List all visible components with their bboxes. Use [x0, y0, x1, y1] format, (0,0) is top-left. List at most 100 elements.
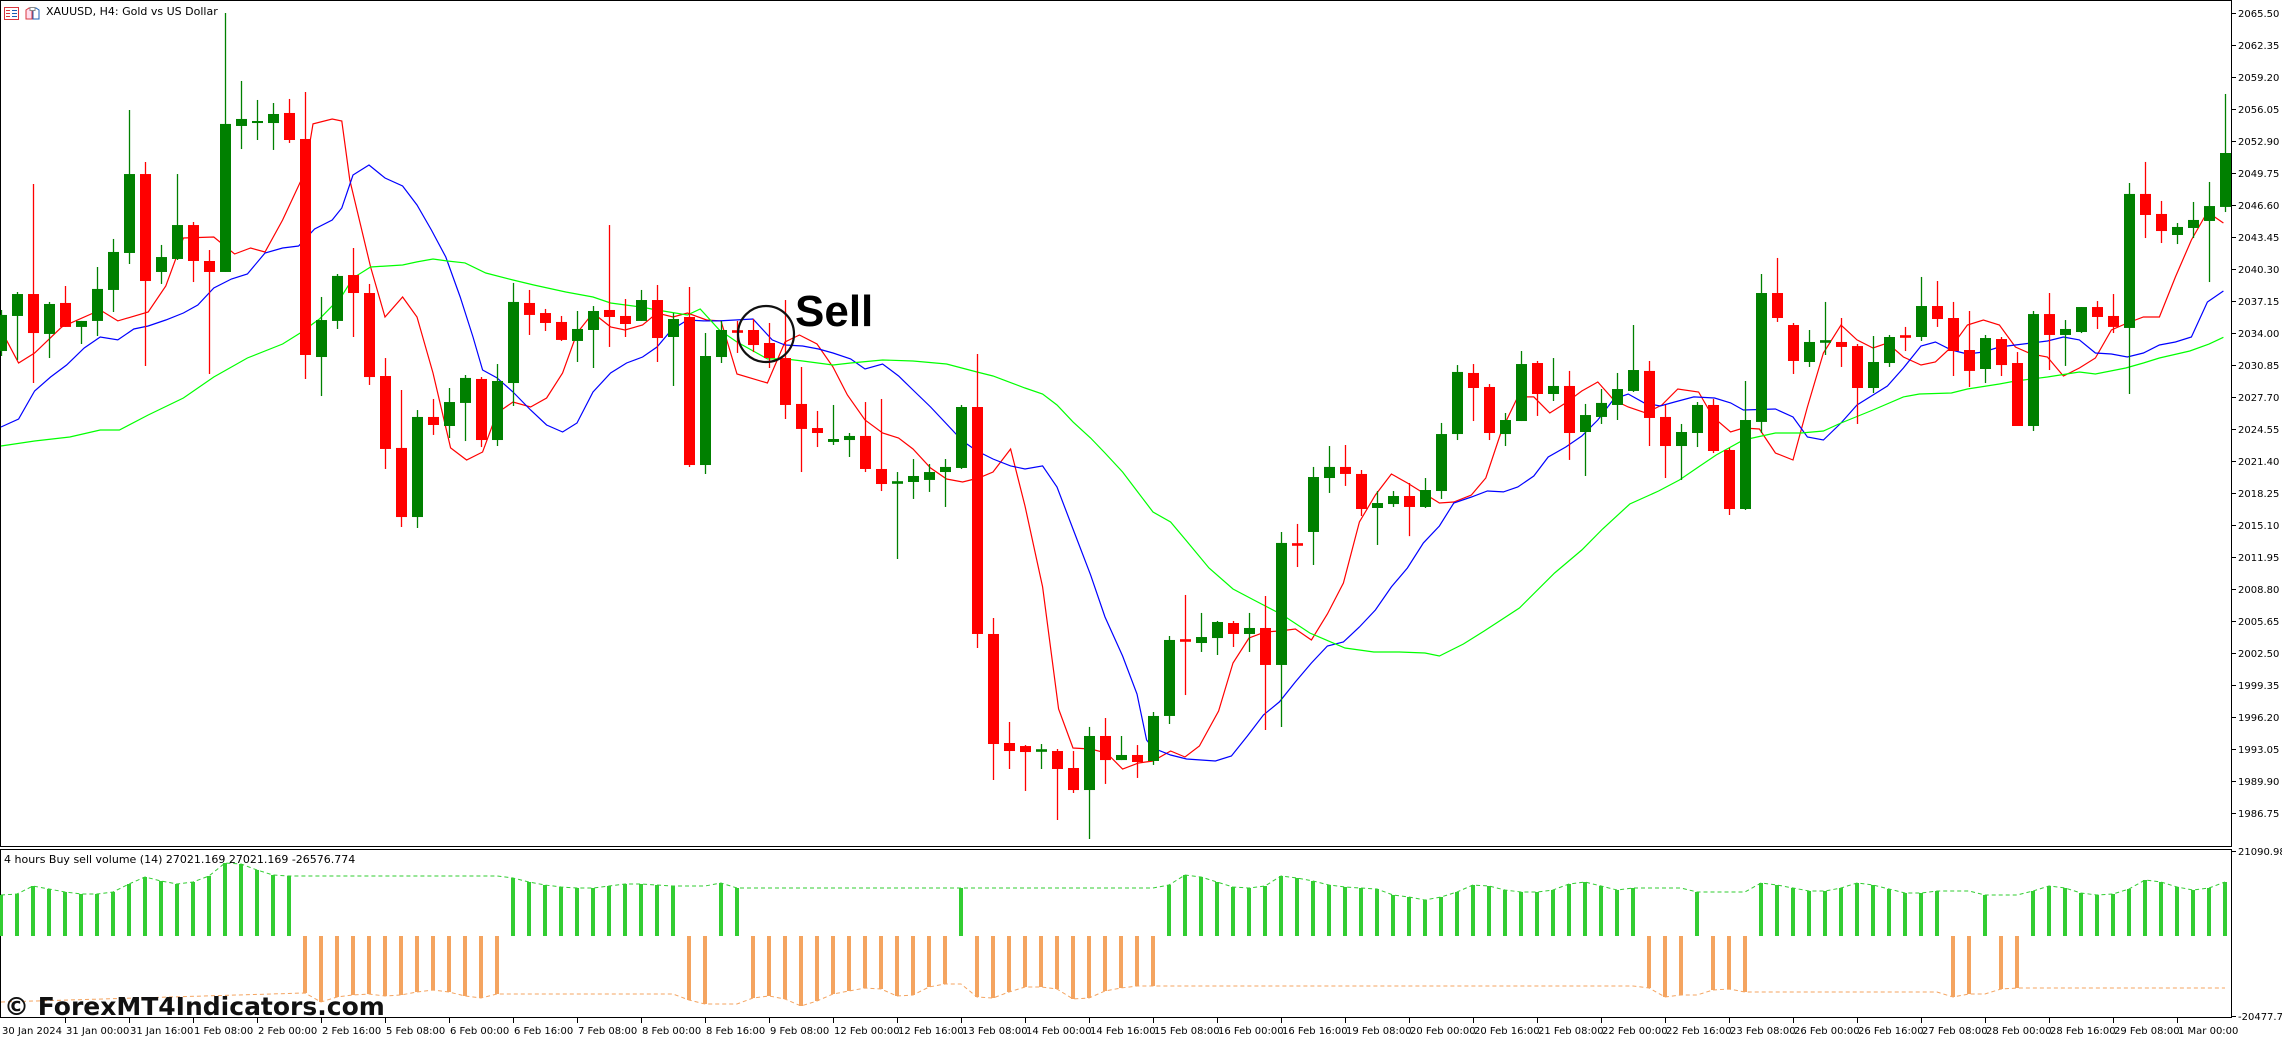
sell-volume-bar — [975, 936, 979, 997]
candle-body — [316, 320, 327, 358]
sell-volume-bar — [879, 936, 883, 989]
price-tick-label: 2056.05 — [2238, 105, 2279, 116]
candle-body — [1804, 341, 1815, 362]
price-tick-label: 2040.30 — [2238, 265, 2279, 276]
one-click-trading-icon[interactable] — [25, 5, 40, 19]
candle-body — [540, 313, 551, 323]
candle — [28, 183, 39, 384]
sell-volume-bar — [831, 936, 835, 994]
buy-volume-bar — [1215, 881, 1219, 936]
candle-body — [1500, 420, 1511, 435]
buy-volume-bar — [1199, 876, 1203, 936]
buy-volume-bar — [1247, 888, 1251, 936]
sell-volume-bar — [1055, 936, 1059, 989]
candle — [252, 99, 263, 140]
candle-body — [204, 261, 215, 272]
candle-body — [652, 300, 663, 339]
indicator-label: 4 hours Buy sell volume (14) 27021.169 2… — [4, 853, 356, 866]
time-tick-label: 2 Feb 00:00 — [258, 1026, 317, 1037]
candle-body — [1020, 746, 1031, 753]
candle — [60, 285, 71, 327]
candle — [492, 364, 503, 447]
candle-body — [2060, 328, 2071, 335]
candle — [1884, 334, 1895, 367]
buy-volume-bar — [239, 863, 243, 936]
candle — [1068, 751, 1079, 793]
candle-body — [668, 319, 679, 338]
indicator-pane[interactable] — [0, 849, 2232, 1018]
candle — [204, 250, 215, 374]
candle — [668, 313, 679, 386]
candle-body — [492, 380, 503, 441]
sell-volume-bar — [1007, 936, 1011, 992]
candle-body — [188, 225, 199, 262]
sell-volume-bar — [1663, 936, 1667, 997]
time-tick-label: 21 Feb 08:00 — [1538, 1026, 1604, 1037]
candle — [348, 248, 359, 338]
candle — [1932, 281, 1943, 327]
buy-volume-bar — [1855, 883, 1859, 936]
main-chart-pane[interactable] — [0, 0, 2232, 847]
candle — [620, 299, 631, 338]
buy-volume-bar — [1887, 888, 1891, 936]
candle-body — [1996, 339, 2007, 366]
buy-volume-bar — [2063, 888, 2067, 936]
buy-volume-bar — [1183, 875, 1187, 936]
candle — [2220, 93, 2231, 213]
candle — [2108, 294, 2119, 334]
time-tick-label: 14 Feb 00:00 — [1026, 1026, 1092, 1037]
time-axis[interactable]: 30 Jan 2024 31 Jan 00:00 31 Jan 16:00 1 Feb… — [2, 1018, 2238, 1037]
candle — [1868, 335, 1879, 393]
price-axis[interactable]: 2065.50 2062.35 2059.20 2056.05 2052.90 2049.… — [2231, 9, 2280, 820]
time-tick-label: 20 Feb 00:00 — [1410, 1026, 1476, 1037]
candle-body — [1004, 742, 1015, 752]
candle — [124, 110, 135, 264]
candle-body — [1644, 370, 1655, 418]
candle-body — [364, 293, 375, 378]
candle-body — [796, 403, 807, 429]
candle-body — [716, 329, 727, 358]
price-tick-label: 2005.65 — [2238, 617, 2279, 628]
buy-volume-bar — [207, 876, 211, 936]
sell-volume-bar — [399, 936, 403, 996]
candle — [1404, 483, 1415, 537]
buy-volume-bar — [959, 888, 963, 936]
time-tick-label: 9 Feb 08:00 — [770, 1026, 829, 1037]
candle-body — [1372, 503, 1383, 508]
buy-volume-bar — [623, 883, 627, 936]
candle-body — [1708, 404, 1719, 451]
buy-volume-bar — [2191, 890, 2195, 936]
price-tick-label: 2015.10 — [2238, 521, 2279, 532]
candle-body — [1468, 372, 1479, 389]
sell-volume-bar — [1647, 936, 1651, 989]
candle — [748, 319, 759, 353]
candle — [972, 353, 983, 648]
price-tick-label: 2065.50 — [2238, 9, 2279, 20]
time-tick-label: 28 Feb 00:00 — [1986, 1026, 2052, 1037]
candle — [1148, 712, 1159, 765]
buy-volume-bar — [127, 883, 131, 936]
chart-list-icon[interactable] — [4, 5, 19, 20]
candle-body — [1948, 318, 1959, 352]
candle-body — [1596, 402, 1607, 417]
sell-volume-bar — [767, 936, 771, 996]
candle — [844, 433, 855, 457]
candle — [1788, 322, 1799, 374]
candle-body — [2028, 314, 2039, 427]
candle — [1996, 337, 2007, 377]
candle — [300, 92, 311, 379]
candle-body — [1356, 473, 1367, 510]
price-tick-label: 2011.95 — [2238, 553, 2279, 564]
candle-body — [2124, 193, 2135, 328]
buy-volume-bar — [2207, 888, 2211, 936]
buy-volume-bar — [287, 876, 291, 936]
time-tick-label: 26 Feb 00:00 — [1794, 1026, 1860, 1037]
candle-body — [12, 294, 23, 316]
candle-body — [1260, 627, 1271, 665]
candle-body — [1628, 370, 1639, 391]
buy-volume-bar — [1599, 886, 1603, 936]
buy-volume-bar — [591, 888, 595, 936]
candle — [956, 404, 967, 469]
candle-body — [1068, 767, 1079, 791]
